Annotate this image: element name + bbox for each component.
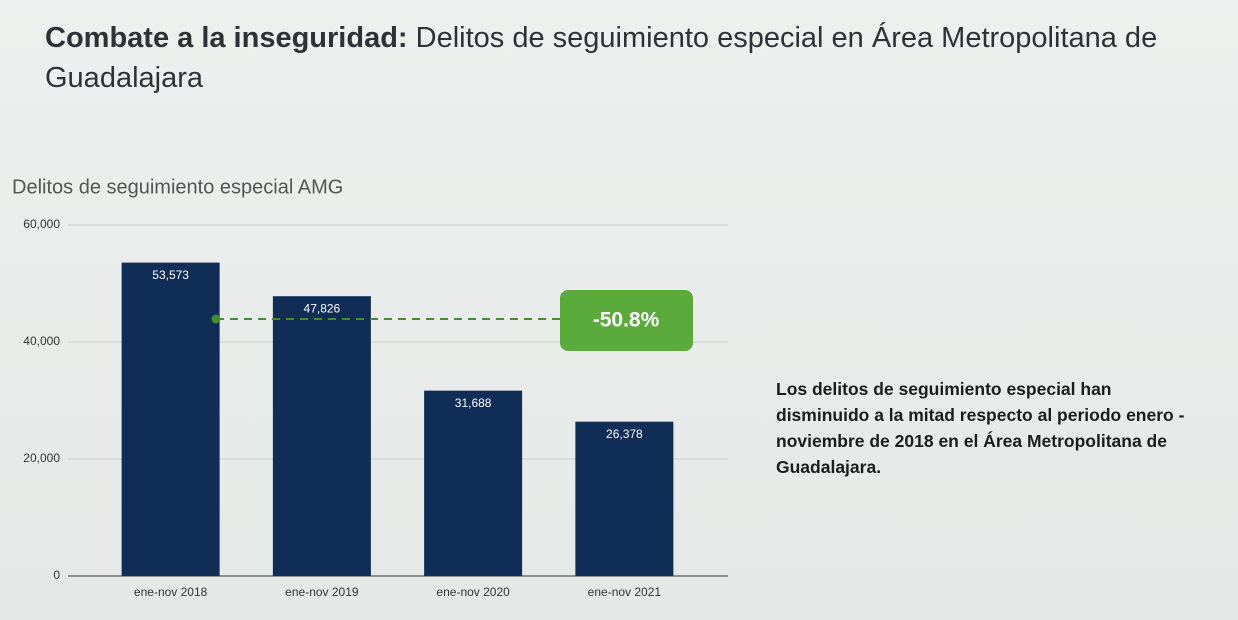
title-bold: Combate a la inseguridad: — [45, 22, 408, 54]
slide-title: Combate a la inseguridad: Delitos de seg… — [45, 18, 1165, 98]
bar — [424, 390, 523, 576]
y-tick-label: 40,000 — [23, 334, 60, 348]
connector-dot — [211, 314, 221, 324]
x-tick-label: ene-nov 2020 — [436, 585, 510, 599]
annotation-badge — [560, 290, 693, 351]
bar — [272, 296, 371, 576]
value-label: 26,378 — [606, 427, 643, 441]
x-tick-label: ene-nov 2018 — [134, 585, 208, 599]
value-label: 47,826 — [304, 301, 341, 315]
bar — [121, 262, 220, 576]
x-tick-label: ene-nov 2019 — [285, 585, 359, 599]
value-label: 31,688 — [455, 396, 492, 410]
chart: Delitos de seguimiento especial AMG 0 20,… — [12, 176, 728, 599]
x-tick-label: ene-nov 2021 — [588, 585, 662, 599]
y-tick-label: 0 — [53, 568, 60, 582]
chart-title: Delitos de seguimiento especial AMG — [12, 176, 343, 198]
note: Los delitos de seguimiento especial han … — [776, 379, 1185, 477]
bar — [575, 421, 674, 576]
y-tick-label: 60,000 — [23, 217, 60, 231]
y-tick-label: 20,000 — [23, 451, 60, 465]
title-rest: Delitos de seguimiento especial en Área … — [45, 22, 1158, 94]
value-label: 53,573 — [152, 268, 189, 282]
annotation: -50.8% — [593, 309, 660, 332]
